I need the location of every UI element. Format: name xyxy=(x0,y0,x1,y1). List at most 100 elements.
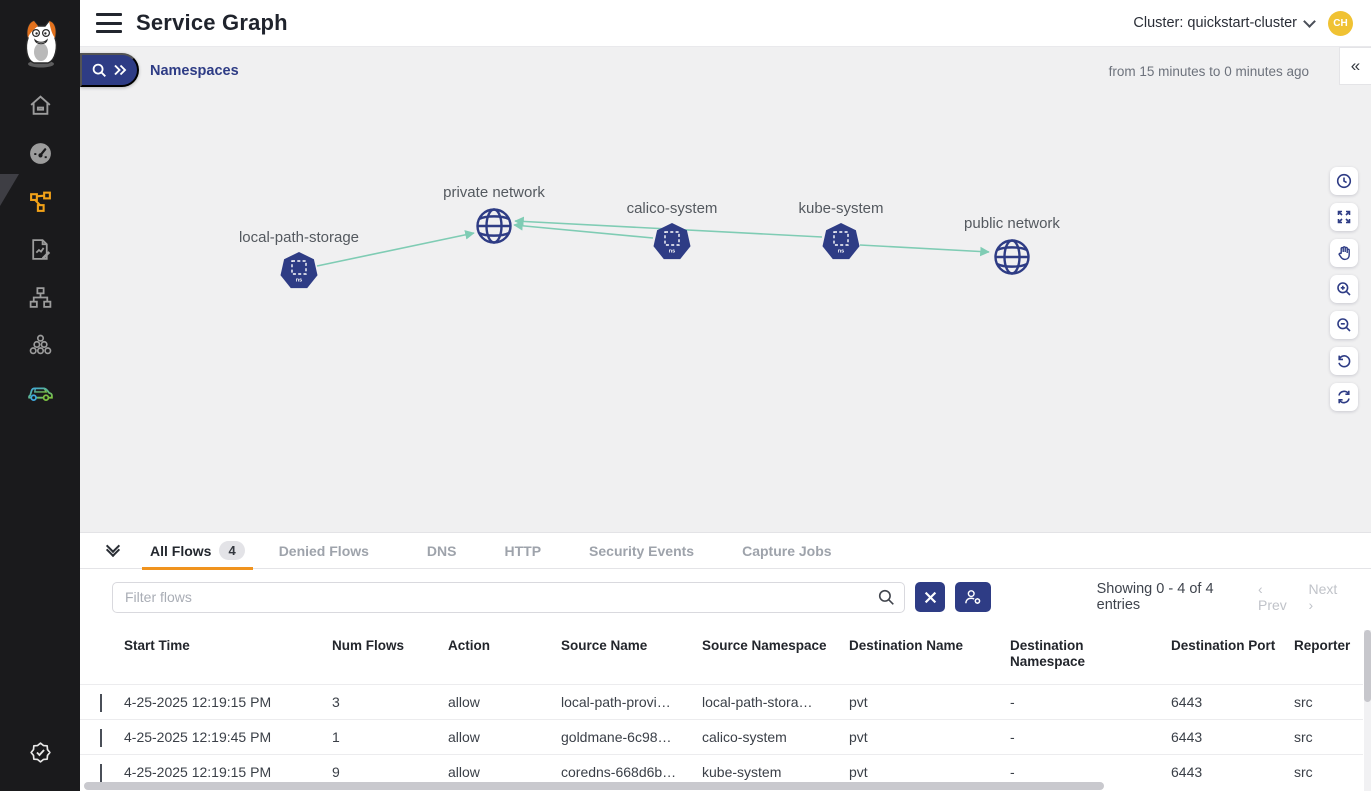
cell-num-flows: 3 xyxy=(326,684,442,720)
svg-text:ns: ns xyxy=(669,249,675,255)
scrollbar-thumb[interactable] xyxy=(84,782,1104,790)
network-globe-icon xyxy=(994,239,1030,275)
hand-icon xyxy=(1338,246,1350,261)
service-graph-icon xyxy=(29,191,51,212)
row-expander-icon[interactable] xyxy=(100,694,102,713)
graph-search-button[interactable] xyxy=(80,53,139,87)
col-destination-name[interactable]: Destination Name xyxy=(849,638,964,653)
sidebar-item-service-graph[interactable] xyxy=(0,179,80,223)
pan-button[interactable] xyxy=(1330,239,1358,267)
clear-filter-button[interactable] xyxy=(914,582,946,612)
namespace-icon: ns xyxy=(280,252,318,289)
avatar[interactable]: CH xyxy=(1328,10,1353,36)
table-header-row: Start Time Num Flows Action Source Name … xyxy=(80,628,1363,685)
graph-node-public-network[interactable]: public network xyxy=(902,215,1122,277)
service-graph-canvas[interactable] xyxy=(80,47,1371,532)
tab-label: All Flows xyxy=(150,542,212,559)
tab-security-events[interactable]: Security Events xyxy=(577,533,706,569)
col-source-name[interactable]: Source Name xyxy=(561,638,648,653)
tab-label: HTTP xyxy=(504,542,542,559)
row-expander-icon[interactable] xyxy=(100,729,102,748)
edge-lps-to-private xyxy=(316,230,475,267)
cluster-selector[interactable]: Cluster: quickstart-cluster xyxy=(1133,14,1316,31)
table-row[interactable]: 4-25-2025 12:19:45 PM 1 allow goldmane-6… xyxy=(80,719,1363,755)
table-vertical-scrollbar[interactable] xyxy=(1364,630,1371,791)
col-source-namespace[interactable]: Source Namespace xyxy=(702,638,827,653)
sidebar-item-reports[interactable] xyxy=(0,227,80,271)
prev-page-button[interactable]: ‹ Prev xyxy=(1257,581,1287,613)
menu-toggle-button[interactable] xyxy=(96,13,122,33)
flow-settings-button[interactable] xyxy=(955,582,991,612)
tab-all-flows[interactable]: All Flows 4 xyxy=(138,533,257,570)
node-label: kube-system xyxy=(798,200,884,217)
graph-node-private-network[interactable]: private network xyxy=(384,184,604,246)
search-icon xyxy=(92,63,106,77)
tab-dns[interactable]: DNS xyxy=(415,533,469,569)
col-destination-port[interactable]: Destination Port xyxy=(1171,638,1276,653)
showing-entries-label: Showing 0 - 4 of 4 entries xyxy=(1096,581,1214,613)
table-horizontal-scrollbar[interactable] xyxy=(84,782,1365,790)
sidebar-item-calico-cloud[interactable] xyxy=(0,370,80,414)
collapse-flows-button[interactable] xyxy=(102,538,124,557)
fit-screen-button[interactable] xyxy=(1330,203,1358,231)
undo-icon xyxy=(1338,355,1351,368)
row-expander-icon[interactable] xyxy=(100,764,102,783)
graph-node-local-path-storage[interactable]: local-path-storage ns xyxy=(189,229,409,291)
cell-destination-port: 6443 xyxy=(1165,754,1288,790)
cell-destination-namespace: - xyxy=(1004,719,1165,755)
scrollbar-thumb[interactable] xyxy=(1364,630,1371,702)
network-globe-icon xyxy=(476,208,512,244)
car-icon xyxy=(27,386,53,401)
expand-icon xyxy=(1337,210,1351,224)
calico-cat-logo[interactable] xyxy=(20,18,62,68)
refresh-button[interactable] xyxy=(1330,383,1358,411)
undo-layout-button[interactable] xyxy=(1330,347,1358,375)
zoom-in-button[interactable] xyxy=(1330,275,1358,303)
cluster-label: Cluster: quickstart-cluster xyxy=(1133,15,1297,31)
tab-http[interactable]: HTTP xyxy=(492,533,553,569)
namespace-icon: ns xyxy=(653,223,691,260)
sidebar-item-certificate[interactable] xyxy=(0,730,80,774)
zoom-out-button[interactable] xyxy=(1330,311,1358,339)
tab-label: Denied Flows xyxy=(278,542,369,559)
sidebar-item-dashboards[interactable] xyxy=(0,131,80,175)
col-reporter[interactable]: Reporter xyxy=(1294,638,1351,653)
report-edit-icon xyxy=(31,238,50,260)
cell-start-time: 4-25-2025 12:19:15 PM xyxy=(118,684,326,720)
graph-node-calico-system[interactable]: calico-system ns xyxy=(562,200,782,262)
graph-node-kube-system[interactable]: kube-system ns xyxy=(731,200,951,262)
cell-destination-port: 6443 xyxy=(1165,719,1288,755)
cell-destination-port: 6443 xyxy=(1165,684,1288,720)
next-page-button[interactable]: Next › xyxy=(1308,581,1338,613)
breadcrumb[interactable]: Namespaces xyxy=(150,63,239,79)
svg-text:ns: ns xyxy=(296,278,302,284)
tab-capture-jobs[interactable]: Capture Jobs xyxy=(730,533,843,569)
cell-reporter: src xyxy=(1288,719,1363,755)
tab-label: Capture Jobs xyxy=(742,542,832,559)
time-settings-button[interactable] xyxy=(1330,167,1358,195)
double-chevron-right-icon xyxy=(114,64,127,76)
refresh-icon xyxy=(1338,390,1350,404)
tab-denied-flows[interactable]: Denied Flows xyxy=(267,533,381,569)
time-range-label: from 15 minutes to 0 minutes ago xyxy=(1108,64,1309,79)
svg-text:ns: ns xyxy=(838,249,844,255)
table-row[interactable]: 4-25-2025 12:19:15 PM 3 allow local-path… xyxy=(80,684,1363,720)
col-destination-namespace[interactable]: Destination Namespace xyxy=(1010,638,1086,670)
col-start-time[interactable]: Start Time xyxy=(124,638,190,653)
col-num-flows[interactable]: Num Flows xyxy=(332,638,405,653)
tab-label: DNS xyxy=(426,542,457,559)
home-icon xyxy=(30,94,50,115)
flow-count-badge: 4 xyxy=(219,541,245,560)
side-panel-toggle[interactable]: « xyxy=(1339,47,1371,85)
tab-label: Security Events xyxy=(589,542,695,559)
sidebar-item-home[interactable] xyxy=(0,83,80,127)
page-title: Service Graph xyxy=(136,10,288,35)
col-action[interactable]: Action xyxy=(448,638,490,653)
sidebar-item-network-topology[interactable] xyxy=(0,275,80,319)
cell-reporter: src xyxy=(1288,754,1363,790)
certificate-check-icon xyxy=(29,741,51,763)
filter-flows-input[interactable] xyxy=(112,581,905,613)
search-icon[interactable] xyxy=(878,589,895,606)
sidebar-item-clusters[interactable] xyxy=(0,323,80,367)
flows-tab-bar: All Flows 4 Denied Flows DNS HTTP Securi… xyxy=(80,533,1371,570)
